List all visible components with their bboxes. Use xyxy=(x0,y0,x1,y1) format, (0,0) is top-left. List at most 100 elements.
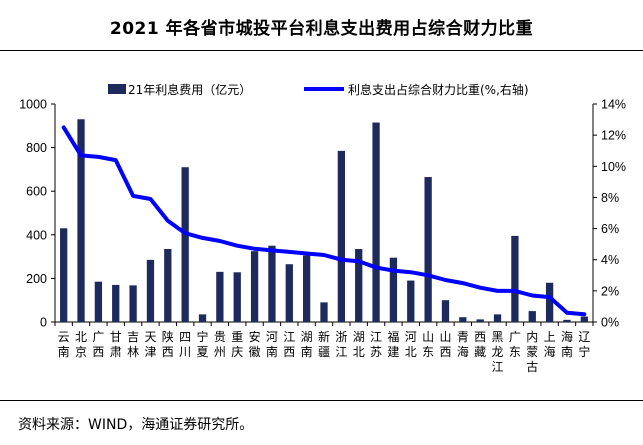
bar xyxy=(146,259,155,322)
category-label-glyph: 京 xyxy=(75,345,87,359)
bar xyxy=(164,248,172,322)
bar xyxy=(216,271,224,322)
category-label-glyph: 贵 xyxy=(214,330,226,344)
category-label-glyph: 浙 xyxy=(335,330,347,344)
category-label-glyph: 林 xyxy=(127,345,139,359)
bar xyxy=(424,177,432,322)
chart: 21年利息费用（亿元） 利息支出占综合财力比重(%,右轴) 0 200 400 600… xyxy=(19,82,626,374)
category-label-glyph: 湖 xyxy=(353,329,365,344)
bar xyxy=(545,282,554,322)
category-label-glyph: 北 xyxy=(75,330,87,344)
bar xyxy=(320,302,328,322)
category-label-glyph: 肃 xyxy=(110,345,122,359)
bar xyxy=(129,285,137,322)
category-label-glyph: 辽 xyxy=(578,330,590,344)
bar xyxy=(77,119,85,322)
category-label-glyph: 海 xyxy=(457,344,469,359)
bar xyxy=(407,280,415,322)
bar xyxy=(233,272,241,322)
category-label-glyph: 宁 xyxy=(197,329,209,344)
category-label-glyph: 州 xyxy=(214,345,226,359)
right-tick-label: 4% xyxy=(601,253,619,267)
category-label-glyph: 河 xyxy=(405,330,417,344)
category-label-glyph: 南 xyxy=(266,344,278,359)
category-label-glyph: 建 xyxy=(387,345,399,359)
bar xyxy=(60,228,68,322)
category-label-glyph: 苏 xyxy=(370,345,382,359)
right-tick-label: 2% xyxy=(601,284,619,298)
bar xyxy=(250,251,259,322)
category-labels: 云南北京广西甘肃吉林天津陕西四川宁夏贵州重庆安徽河南江西湖南新疆浙江湖北江苏福建… xyxy=(58,329,591,374)
category-label-glyph: 陕 xyxy=(162,329,174,344)
category-label-glyph: 新 xyxy=(318,329,330,344)
category-label-glyph: 徽 xyxy=(249,344,261,359)
source-rule xyxy=(0,400,643,401)
category-label-glyph: 重 xyxy=(231,330,243,344)
bar xyxy=(563,319,571,322)
bar xyxy=(441,300,450,322)
right-tick-label: 14% xyxy=(601,98,626,112)
category-label-glyph: 西 xyxy=(474,330,486,344)
bar xyxy=(337,150,345,322)
legend-bar-label: 21年利息费用（亿元） xyxy=(128,82,251,97)
category-label-glyph: 吉 xyxy=(127,330,139,344)
category-label-glyph: 河 xyxy=(266,330,278,344)
category-label-glyph: 黑 xyxy=(492,330,504,344)
category-label-glyph: 江 xyxy=(283,330,295,344)
bar xyxy=(198,314,207,322)
bar xyxy=(511,235,519,322)
category-label-glyph: 海 xyxy=(561,329,573,344)
category-label-glyph: 北 xyxy=(405,345,417,359)
bar xyxy=(459,317,467,322)
category-label-glyph: 海 xyxy=(544,344,556,359)
category-label-glyph: 广 xyxy=(92,330,104,344)
legend: 21年利息费用（亿元） 利息支出占综合财力比重(%,右轴) xyxy=(108,82,529,97)
left-tick-label: 0 xyxy=(40,316,47,330)
legend-line-label: 利息支出占综合财力比重(%,右轴) xyxy=(348,82,529,97)
bar xyxy=(112,284,120,322)
category-label-glyph: 云 xyxy=(58,330,70,344)
category-label-glyph: 青 xyxy=(457,330,469,344)
category-label-glyph: 山 xyxy=(422,330,434,344)
left-tick-label: 1000 xyxy=(19,98,47,112)
category-label-glyph: 庆 xyxy=(231,345,243,359)
category-label-glyph: 南 xyxy=(561,344,573,359)
category-label-glyph: 上 xyxy=(544,330,556,344)
bar xyxy=(94,281,103,322)
bar xyxy=(355,248,363,322)
category-label-glyph: 湖 xyxy=(301,329,313,344)
left-tick-label: 200 xyxy=(26,272,47,286)
category-label-glyph: 疆 xyxy=(318,345,330,359)
legend-bar-swatch xyxy=(108,84,126,94)
category-label-glyph: 西 xyxy=(439,345,451,359)
category-label-glyph: 西 xyxy=(92,345,104,359)
category-label-glyph: 江 xyxy=(335,345,347,359)
category-label-glyph: 西 xyxy=(162,345,174,359)
ratio-line xyxy=(61,125,587,317)
bar xyxy=(303,255,311,322)
title-rule xyxy=(0,50,643,51)
category-label-glyph: 北 xyxy=(353,345,365,359)
category-label-glyph: 内 xyxy=(526,330,538,344)
bar xyxy=(285,264,293,322)
right-tick-label: 10% xyxy=(601,160,626,174)
category-label-glyph: 东 xyxy=(509,345,521,359)
bar xyxy=(493,314,502,322)
bar xyxy=(528,311,536,322)
category-label-glyph: 藏 xyxy=(474,345,486,359)
category-label-glyph: 安 xyxy=(249,329,261,344)
bar xyxy=(181,167,189,322)
left-tick-label: 800 xyxy=(26,141,47,155)
bar xyxy=(476,319,484,322)
right-tick-label: 0% xyxy=(601,316,619,330)
bars xyxy=(60,119,588,322)
left-tick-label: 400 xyxy=(26,228,47,242)
bar xyxy=(268,245,276,322)
category-label-glyph: 南 xyxy=(301,344,313,359)
category-label-glyph: 龙 xyxy=(492,345,504,359)
category-label-glyph: 古 xyxy=(526,359,538,374)
category-label-glyph: 福 xyxy=(387,329,399,344)
category-label-glyph: 南 xyxy=(58,344,70,359)
category-label-glyph: 江 xyxy=(370,330,382,344)
bar xyxy=(372,122,380,322)
